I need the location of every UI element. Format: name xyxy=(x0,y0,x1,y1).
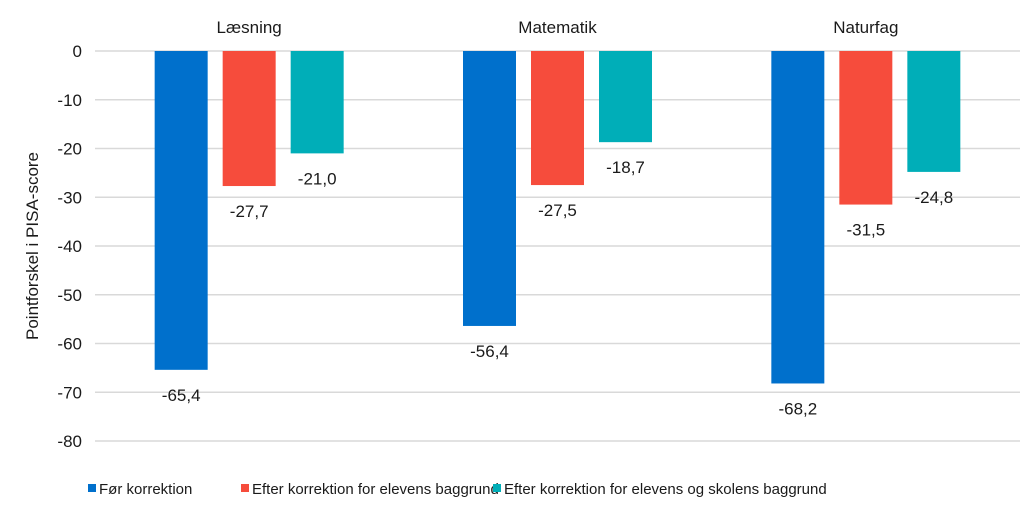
bars xyxy=(154,51,961,384)
data-label: -56,4 xyxy=(470,342,509,361)
bar xyxy=(599,51,652,143)
data-label: -27,5 xyxy=(538,201,577,220)
y-tick-label: -70 xyxy=(57,383,82,402)
bar xyxy=(907,51,961,172)
y-tick-label: -50 xyxy=(57,286,82,305)
category-label: Naturfag xyxy=(833,18,898,37)
bar xyxy=(154,51,208,370)
bar xyxy=(290,51,344,154)
legend-label: Efter korrektion for elevens og skolens … xyxy=(504,481,827,498)
y-tick-label: -30 xyxy=(57,188,82,207)
bar xyxy=(222,51,276,187)
legend-swatch xyxy=(88,484,96,492)
legend-label: Før korrektion xyxy=(99,481,192,498)
bar xyxy=(839,51,893,205)
legend-swatch xyxy=(241,484,249,492)
data-label: -65,4 xyxy=(162,386,201,405)
data-label: -68,2 xyxy=(778,399,817,418)
y-axis-label: Pointforskel i PISA-score xyxy=(23,152,42,340)
category-label: Matematik xyxy=(518,18,597,37)
data-label: -27,7 xyxy=(230,202,269,221)
y-tick-label: -80 xyxy=(57,432,82,451)
category-labels: Læsning Matematik Naturfag xyxy=(217,18,899,37)
y-axis-ticks: 0 -10 -20 -30 -40 -50 -60 -70 -80 xyxy=(57,42,82,451)
bar xyxy=(531,51,584,186)
data-labels: -65,4 -27,7 -21,0 -56,4 -27,5 -18,7 -68,2 -31,5… xyxy=(162,158,953,418)
data-label: -21,0 xyxy=(298,169,337,188)
y-tick-label: -40 xyxy=(57,237,82,256)
data-label: -31,5 xyxy=(846,221,885,240)
y-tick-label: -60 xyxy=(57,335,82,354)
legend-label: Efter korrektion for elevens baggrund xyxy=(252,481,499,498)
category-label: Læsning xyxy=(217,18,282,37)
y-tick-label: -20 xyxy=(57,140,82,159)
y-tick-label: 0 xyxy=(73,42,82,61)
legend-swatch xyxy=(493,484,501,492)
legend: Før korrektion Efter korrektion for eleve… xyxy=(88,481,827,498)
data-label: -18,7 xyxy=(606,158,645,177)
data-label: -24,8 xyxy=(914,188,953,207)
bar xyxy=(771,51,825,384)
y-tick-label: -10 xyxy=(57,91,82,110)
bar xyxy=(463,51,516,326)
